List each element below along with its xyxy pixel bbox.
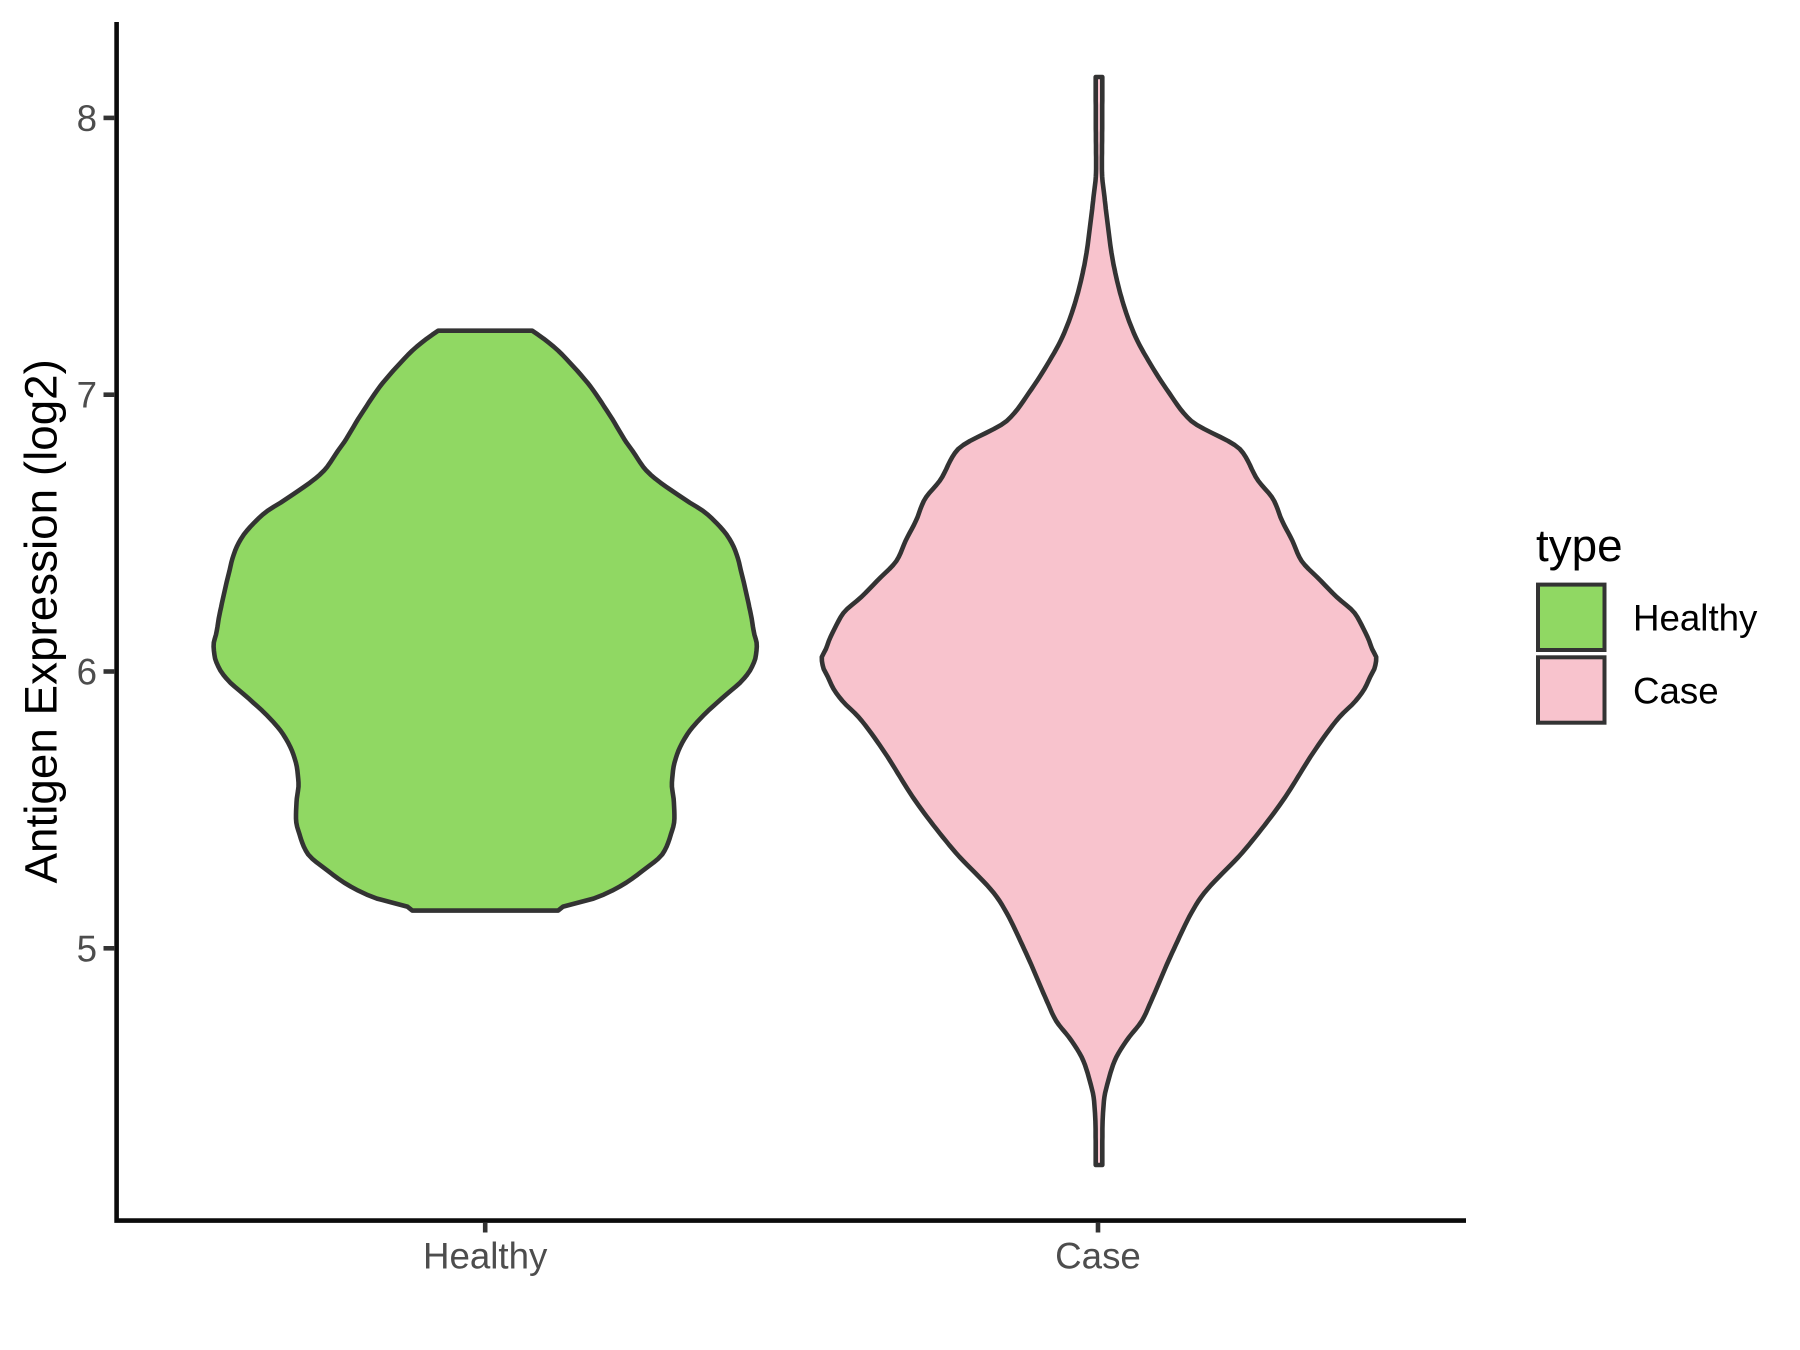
svg-text:Healthy: Healthy (1633, 597, 1758, 638)
svg-text:type: type (1536, 520, 1623, 571)
svg-text:Case: Case (1055, 1235, 1141, 1276)
svg-text:7: 7 (77, 375, 97, 416)
svg-text:Antigen Expression (log2): Antigen Expression (log2) (16, 359, 67, 883)
svg-text:Case: Case (1633, 670, 1719, 711)
svg-text:5: 5 (77, 928, 97, 969)
svg-text:Healthy: Healthy (423, 1235, 548, 1276)
svg-text:8: 8 (77, 98, 97, 139)
svg-text:6: 6 (77, 652, 97, 693)
